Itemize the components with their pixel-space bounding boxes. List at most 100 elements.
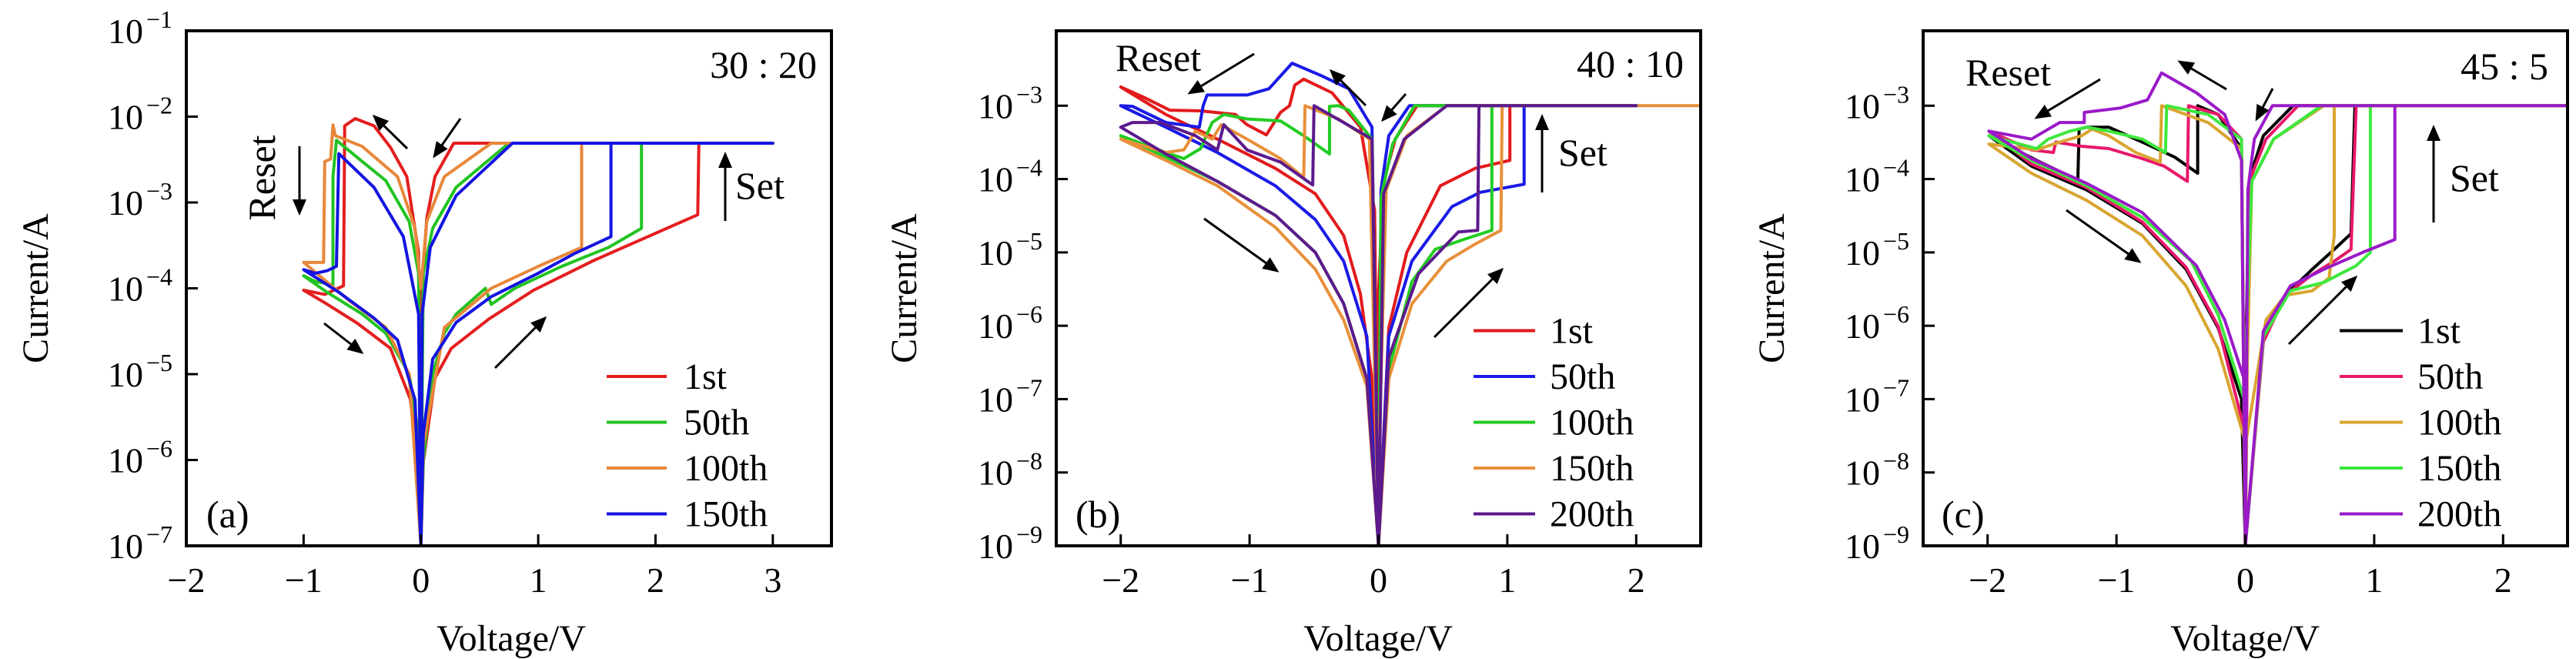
- y-tick-label: 10 −8: [978, 447, 1042, 493]
- sweep-direction-arrow: [2255, 88, 2274, 122]
- y-tick-base: 10: [108, 269, 143, 309]
- x-tick-label: 2: [2494, 560, 2512, 600]
- x-tick-label: 3: [764, 560, 781, 600]
- sweep-direction-arrow: [1203, 217, 1280, 273]
- x-axis-title: Voltage/V: [437, 618, 586, 659]
- y-tick-base: 10: [978, 306, 1013, 346]
- y-tick-label: 10 −4: [108, 263, 172, 309]
- y-tick-base: 10: [978, 453, 1013, 493]
- y-tick-label: 10 −6: [108, 435, 172, 480]
- y-tick-label: 10 −9: [1845, 520, 1909, 566]
- y-tick-base: 10: [1845, 160, 1880, 199]
- ratio-annotation: 30 : 20: [710, 43, 817, 86]
- x-tick-label: −2: [1102, 560, 1139, 600]
- ratio-annotation: 40 : 10: [1577, 42, 1684, 85]
- y-tick-label: 10 −7: [1845, 373, 1909, 419]
- series-group: [302, 117, 774, 546]
- y-tick-label: 10 −1: [108, 5, 172, 51]
- y-tick-exponent: −1: [146, 5, 172, 33]
- legend: 1st 50th 100th 150th: [607, 356, 768, 535]
- y-tick-exponent: −4: [1883, 154, 1909, 182]
- set-annotation: Set: [2450, 156, 2499, 199]
- y-tick-label: 10 −8: [1845, 447, 1909, 493]
- y-tick-base: 10: [108, 527, 143, 566]
- sweep-direction-arrow: [433, 118, 462, 159]
- y-tick-label: 10 −3: [978, 80, 1042, 125]
- series-group: [1119, 62, 1701, 546]
- y-tick-exponent: −4: [1016, 154, 1042, 182]
- y-tick-exponent: −7: [146, 520, 172, 548]
- y-tick-label: 10 −3: [1845, 80, 1909, 125]
- legend-label: 200th: [1550, 494, 1634, 535]
- y-tick-exponent: −5: [1883, 227, 1909, 255]
- reset-annotation: Reset: [1116, 36, 1201, 79]
- y-tick-label: 10 −7: [108, 520, 172, 566]
- y-tick-base: 10: [1845, 86, 1880, 125]
- y-tick-label: 10 −5: [1845, 227, 1909, 273]
- y-tick-label: 10 −6: [978, 300, 1042, 346]
- x-tick-label: 1: [2365, 560, 2383, 600]
- chart-panel-a: −2 −1 0 1 2 310−710−610−510−410−310−210 −1Curr…: [15, 5, 833, 659]
- panel-label: (a): [206, 493, 249, 536]
- y-tick-exponent: −4: [146, 263, 172, 291]
- sweep-direction-arrow: [2066, 209, 2142, 263]
- panel-label: (c): [1942, 493, 1985, 536]
- x-tick-label: 0: [2236, 560, 2254, 600]
- y-tick-exponent: −6: [146, 435, 172, 463]
- sweep-direction-arrow: [1329, 69, 1367, 107]
- series-line-200th: [1987, 71, 2568, 546]
- legend-label: 100th: [2417, 403, 2501, 443]
- y-tick-base: 10: [1845, 527, 1880, 566]
- y-tick-exponent: −7: [1016, 373, 1042, 401]
- y-tick-base: 10: [1845, 380, 1880, 419]
- series-line-50th: [1987, 104, 2568, 546]
- legend-label: 100th: [684, 448, 768, 489]
- series-line-100th: [1987, 104, 2568, 546]
- y-tick-label: 10 −4: [1845, 154, 1909, 199]
- y-axis-title: Current/A: [884, 213, 925, 363]
- y-tick-exponent: −3: [1016, 80, 1042, 108]
- legend-label: 50th: [1550, 356, 1615, 397]
- x-tick-label: 0: [412, 560, 430, 600]
- y-tick-base: 10: [978, 380, 1013, 419]
- series-line-150th: [302, 142, 774, 546]
- x-tick-label: 1: [530, 560, 547, 600]
- y-tick-exponent: −5: [1016, 227, 1042, 255]
- y-tick-base: 10: [108, 12, 143, 51]
- x-tick-label: −1: [1231, 560, 1269, 600]
- reset-annotation: Reset: [240, 135, 283, 220]
- y-tick-exponent: −3: [146, 177, 172, 205]
- y-tick-label: 10 −9: [978, 520, 1042, 566]
- x-axis-title: Voltage/V: [2170, 618, 2320, 659]
- x-tick-label: −2: [168, 560, 206, 600]
- set-annotation: Set: [735, 164, 785, 207]
- y-tick-label: 10 −4: [978, 154, 1042, 199]
- y-tick-label: 10 −5: [108, 349, 172, 394]
- y-axis-title: Current/A: [15, 213, 56, 363]
- y-tick-exponent: −6: [1016, 300, 1042, 328]
- x-tick-label: −2: [1969, 560, 2006, 600]
- x-tick-label: 0: [1370, 560, 1387, 600]
- legend-label: 150th: [1550, 448, 1634, 489]
- legend-label: 200th: [2417, 494, 2501, 535]
- y-tick-exponent: −5: [146, 349, 172, 376]
- legend-label: 50th: [684, 403, 749, 443]
- sweep-direction-arrow: [323, 322, 364, 354]
- y-tick-exponent: −9: [1883, 520, 1909, 548]
- series-line-200th: [1119, 104, 1638, 546]
- series-group: [1987, 71, 2568, 546]
- y-tick-base: 10: [978, 233, 1013, 273]
- sweep-direction-arrow: [1381, 93, 1407, 122]
- y-tick-label: 10 −6: [1845, 300, 1909, 346]
- sweep-direction-arrow: [1433, 267, 1504, 339]
- x-tick-label: 1: [1498, 560, 1516, 600]
- chart-panel-c: −2 −1 0 1 210−910−810−710−610−510−410 −3Curre…: [1751, 29, 2569, 659]
- set-annotation: Set: [1558, 131, 1607, 174]
- x-tick-label: −1: [285, 560, 323, 600]
- sweep-direction-arrow: [372, 114, 409, 150]
- y-tick-exponent: −3: [1883, 80, 1909, 108]
- legend-label: 1st: [1550, 311, 1594, 352]
- y-tick-base: 10: [1845, 306, 1880, 346]
- sweep-direction-arrow: [2034, 78, 2101, 119]
- y-tick-label: 10 −5: [978, 227, 1042, 273]
